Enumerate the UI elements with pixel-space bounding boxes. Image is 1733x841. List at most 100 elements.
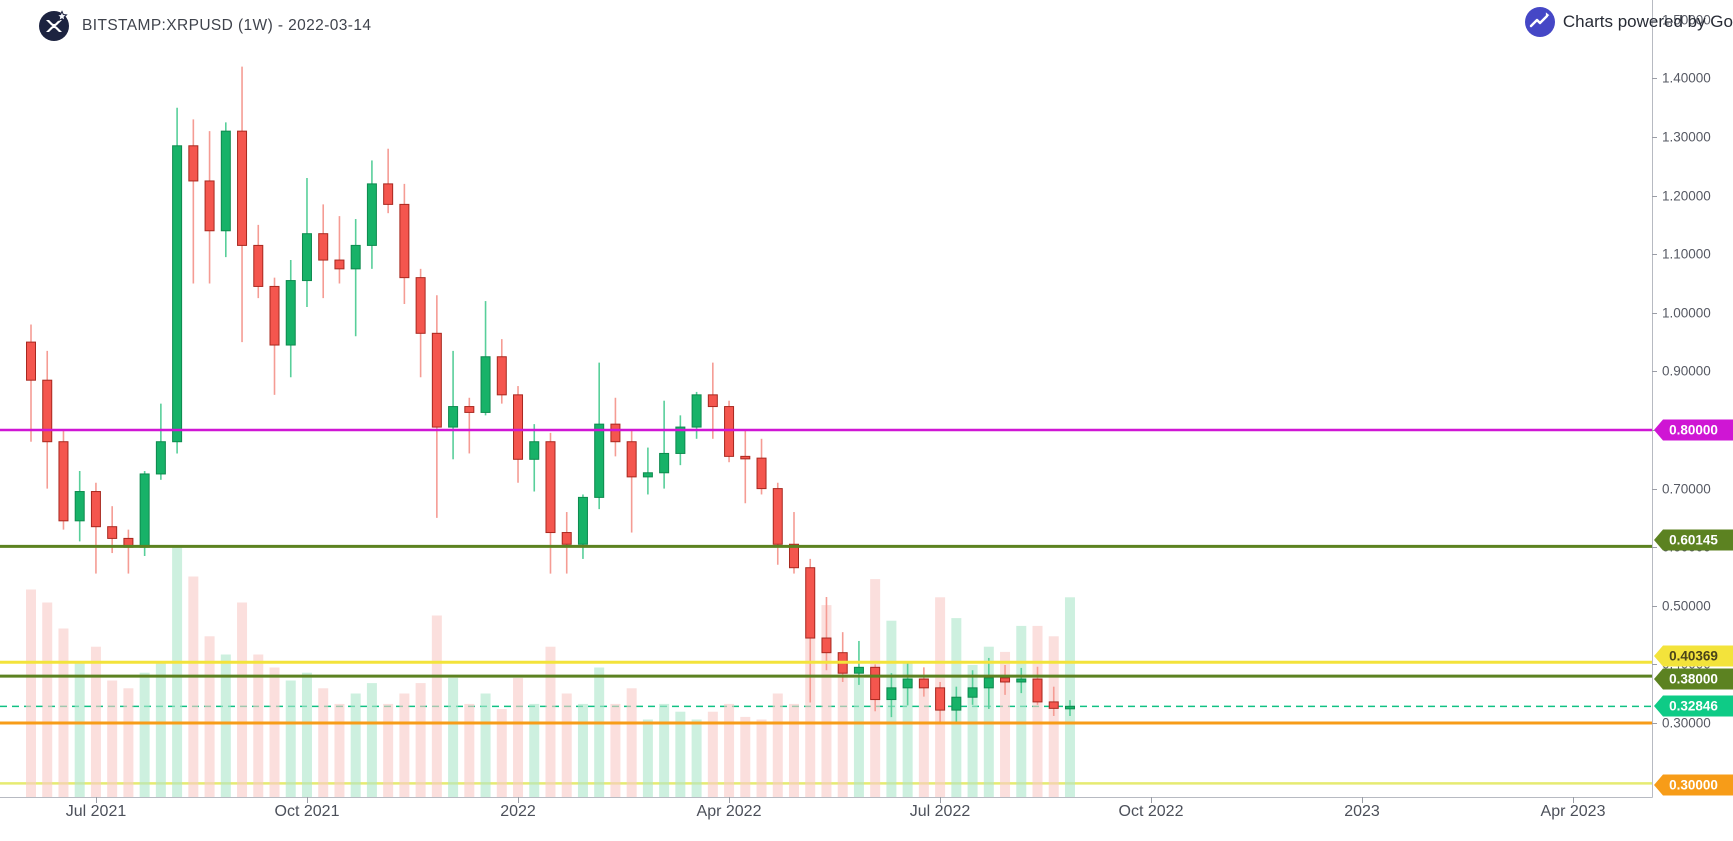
candle-body[interactable]	[237, 130, 248, 246]
candle-body[interactable]	[821, 637, 832, 654]
volume-bar	[691, 719, 702, 798]
candle-body[interactable]	[26, 341, 36, 381]
volume-bar	[301, 672, 312, 798]
candle-body[interactable]	[935, 687, 946, 711]
candle-body[interactable]	[886, 687, 897, 701]
volume-bar	[902, 662, 913, 798]
candle-body[interactable]	[204, 180, 215, 232]
candle-body[interactable]	[545, 441, 556, 534]
candle-body[interactable]	[724, 406, 735, 457]
candle-body[interactable]	[269, 285, 280, 346]
volume-bar	[740, 716, 751, 798]
volume-bar	[1032, 625, 1043, 798]
candle-body[interactable]	[870, 666, 881, 701]
candle-body[interactable]	[139, 473, 150, 548]
candle-body[interactable]	[74, 491, 85, 522]
candle-body[interactable]	[918, 678, 929, 689]
candle-body[interactable]	[301, 233, 312, 282]
candle-body[interactable]	[788, 543, 799, 569]
price-tag-0.32846: 0.32846	[1654, 695, 1733, 717]
attribution-link[interactable]: Charts powered by Go	[1524, 7, 1733, 37]
candle-body[interactable]	[383, 183, 394, 205]
candle-body[interactable]	[853, 666, 864, 674]
candle-body[interactable]	[594, 423, 605, 498]
volume-bar	[415, 683, 426, 798]
candle-body[interactable]	[285, 280, 296, 346]
candle-body[interactable]	[983, 677, 994, 689]
volume-bar	[1048, 636, 1059, 798]
time-tick	[729, 797, 730, 803]
price-tick-label: 0.90000	[1662, 363, 1711, 379]
candle-body[interactable]	[448, 406, 459, 428]
price-tick-label: 0.70000	[1662, 481, 1711, 497]
candle-body[interactable]	[399, 203, 410, 279]
candle-body[interactable]	[155, 441, 166, 475]
volume-bar	[772, 693, 783, 798]
candle-body[interactable]	[42, 379, 53, 443]
price-tick	[1652, 313, 1657, 314]
candle-body[interactable]	[107, 526, 118, 539]
candle-body[interactable]	[675, 426, 686, 454]
volume-bar	[42, 602, 53, 798]
candle-body[interactable]	[496, 356, 507, 396]
volume-bar	[659, 703, 670, 798]
candle-body[interactable]	[1064, 705, 1075, 710]
candle-body[interactable]	[805, 567, 816, 639]
volume-bar	[626, 688, 637, 798]
time-tick	[940, 797, 941, 803]
candle-body[interactable]	[350, 244, 361, 270]
candle-body[interactable]	[58, 441, 69, 522]
volume-bar	[285, 680, 296, 798]
candle-body[interactable]	[1048, 701, 1059, 709]
candle-body[interactable]	[366, 183, 377, 246]
candle-body[interactable]	[188, 145, 199, 182]
attribution-text: Charts powered by Go	[1562, 12, 1733, 31]
candle-body[interactable]	[740, 455, 751, 460]
candle-body[interactable]	[415, 277, 426, 334]
volume-bar	[366, 683, 377, 798]
volume-bar	[26, 589, 36, 798]
candle-body[interactable]	[480, 356, 491, 413]
time-tick-label: Oct 2021	[274, 803, 340, 820]
candle-body[interactable]	[659, 452, 670, 474]
price-tick	[1652, 254, 1657, 255]
candle-body[interactable]	[529, 441, 540, 460]
candle-body[interactable]	[610, 423, 621, 443]
candle-body[interactable]	[902, 678, 913, 689]
candle-body[interactable]	[1000, 677, 1011, 683]
volume-bar	[237, 602, 248, 798]
candle-body[interactable]	[318, 233, 329, 261]
volume-bar	[58, 628, 69, 798]
candle-body[interactable]	[253, 244, 264, 287]
candle-body[interactable]	[561, 532, 572, 545]
candle-body[interactable]	[772, 488, 783, 545]
price-tick	[1652, 196, 1657, 197]
candle-body[interactable]	[577, 496, 588, 545]
candle-body[interactable]	[756, 457, 767, 490]
price-tick	[1652, 20, 1657, 21]
price-tick	[1652, 489, 1657, 490]
volume-bar	[853, 677, 864, 798]
candle-body[interactable]	[1032, 678, 1043, 703]
volume-bar	[577, 703, 588, 798]
candle-body[interactable]	[691, 394, 702, 428]
candle-body[interactable]	[90, 491, 101, 528]
candle-body[interactable]	[707, 394, 718, 408]
volume-bar	[172, 545, 183, 798]
candle-body[interactable]	[334, 259, 345, 270]
candle-body[interactable]	[172, 145, 183, 443]
candle-body[interactable]	[220, 130, 231, 232]
volume-bar	[139, 672, 150, 798]
candle-body[interactable]	[464, 406, 475, 413]
candle-body[interactable]	[967, 687, 978, 698]
candle-body[interactable]	[642, 472, 653, 478]
candle-body[interactable]	[626, 441, 637, 478]
candle-body[interactable]	[1016, 678, 1027, 683]
time-tick-label: Apr 2022	[696, 803, 762, 820]
volume-bar	[431, 615, 442, 798]
candle-body[interactable]	[431, 332, 442, 428]
time-tick	[307, 797, 308, 803]
candle-body[interactable]	[951, 696, 962, 711]
candle-body[interactable]	[513, 394, 524, 460]
